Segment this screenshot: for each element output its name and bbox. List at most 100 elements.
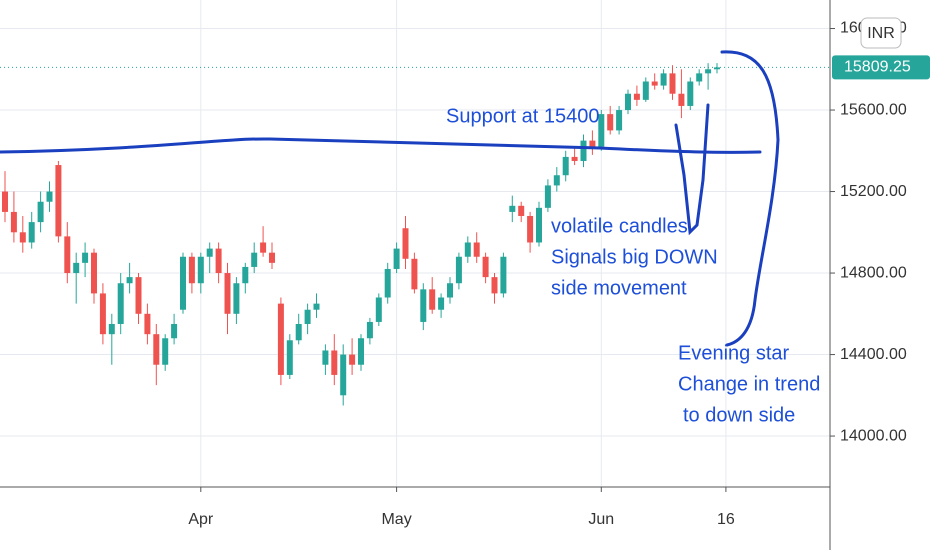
candle-body bbox=[429, 289, 436, 310]
candle-body bbox=[642, 81, 649, 100]
candle-body bbox=[91, 252, 97, 294]
candle-body bbox=[46, 191, 53, 202]
candle-body bbox=[687, 81, 694, 106]
candle-body bbox=[464, 242, 471, 257]
candle-body bbox=[340, 354, 347, 396]
evening-star-stroke bbox=[720, 50, 780, 347]
candle-body bbox=[197, 256, 204, 284]
candle-body bbox=[536, 207, 542, 243]
candle-body bbox=[180, 256, 186, 310]
candle-body bbox=[64, 236, 71, 274]
candle-body bbox=[651, 81, 658, 86]
axes bbox=[0, 0, 831, 550]
candle-body bbox=[375, 297, 382, 322]
candle-body bbox=[527, 215, 534, 243]
candle-body bbox=[562, 156, 569, 176]
candle-body bbox=[553, 175, 560, 186]
candle-body bbox=[269, 252, 275, 263]
candle-body bbox=[491, 277, 498, 294]
volatility-stroke bbox=[674, 103, 710, 236]
candle-body bbox=[233, 283, 240, 314]
x-tick-label: May bbox=[381, 511, 411, 528]
candle-body bbox=[304, 309, 311, 324]
drawings bbox=[0, 50, 780, 347]
candle-body bbox=[518, 205, 525, 216]
candle-body bbox=[669, 73, 676, 94]
candle-body bbox=[206, 248, 213, 257]
candle-body bbox=[402, 228, 409, 259]
last-price-badge bbox=[832, 55, 930, 80]
y-tick-label: 14000.00 bbox=[840, 427, 907, 444]
candle-body bbox=[455, 256, 462, 284]
annotation: Evening star bbox=[678, 342, 790, 364]
candle-body bbox=[82, 252, 89, 263]
candle-body bbox=[28, 222, 35, 243]
candle-body bbox=[500, 256, 507, 294]
candle-body bbox=[625, 93, 631, 111]
last-price-label: 15809.25 bbox=[844, 59, 911, 76]
candle-body bbox=[260, 242, 267, 253]
x-tick-label: Jun bbox=[588, 511, 614, 528]
annotation: Change in trend bbox=[678, 373, 820, 395]
candle-body bbox=[55, 165, 62, 237]
candle-body bbox=[438, 297, 445, 310]
candle-body bbox=[171, 323, 178, 339]
candle-body bbox=[19, 232, 26, 243]
candle-body bbox=[384, 268, 391, 298]
candle-body bbox=[714, 67, 720, 70]
candle-body bbox=[224, 273, 231, 314]
x-tick-label: 16 bbox=[717, 511, 735, 528]
candle-body bbox=[411, 258, 418, 290]
candle-body bbox=[366, 321, 373, 339]
candle-body bbox=[447, 283, 453, 298]
candle-body bbox=[313, 303, 320, 310]
y-tick-label: 14400.00 bbox=[840, 346, 907, 363]
candle-body bbox=[37, 201, 44, 223]
candle-body bbox=[144, 313, 151, 335]
annotation: to down side bbox=[683, 404, 795, 426]
candle-body bbox=[322, 350, 329, 365]
candle-body bbox=[660, 73, 667, 86]
candle-body bbox=[162, 338, 169, 365]
candle-body bbox=[509, 205, 516, 212]
candle-body bbox=[349, 354, 356, 365]
y-tick-label: 14800.00 bbox=[840, 264, 907, 281]
annotation: volatile candles bbox=[551, 215, 688, 237]
candle-body bbox=[393, 248, 400, 269]
candle-body bbox=[420, 289, 427, 322]
candle-body bbox=[598, 114, 605, 147]
currency-label: INR bbox=[867, 25, 895, 42]
candle-body bbox=[633, 93, 640, 100]
y-tick-label: 15200.00 bbox=[840, 183, 907, 200]
candle-body bbox=[10, 211, 17, 233]
candle-body bbox=[242, 266, 249, 284]
candle-body bbox=[126, 277, 133, 284]
candle-body bbox=[482, 256, 489, 278]
currency-badge[interactable] bbox=[860, 17, 902, 49]
y-tick-label: 15600.00 bbox=[840, 101, 907, 118]
annotation: Signals big DOWN bbox=[551, 246, 718, 268]
candle-body bbox=[188, 256, 195, 284]
candle-body bbox=[358, 338, 364, 365]
candle-body bbox=[589, 140, 596, 147]
candle-body bbox=[607, 114, 614, 131]
candle-body bbox=[277, 303, 284, 375]
candle-body bbox=[108, 323, 115, 335]
candle-body bbox=[251, 252, 258, 267]
candle-body bbox=[580, 140, 587, 161]
candle-body bbox=[544, 185, 551, 208]
candles bbox=[2, 63, 720, 406]
candle-body bbox=[73, 262, 80, 274]
candle-body bbox=[678, 93, 685, 106]
candle-body bbox=[215, 248, 222, 274]
candle-body bbox=[696, 73, 703, 82]
candle-body bbox=[117, 283, 124, 324]
support-line bbox=[0, 137, 762, 154]
annotation: side movement bbox=[551, 277, 687, 299]
x-tick-label: Apr bbox=[188, 511, 214, 528]
candle-body bbox=[705, 69, 712, 74]
candle-body bbox=[135, 277, 142, 314]
candle-body bbox=[616, 110, 623, 131]
